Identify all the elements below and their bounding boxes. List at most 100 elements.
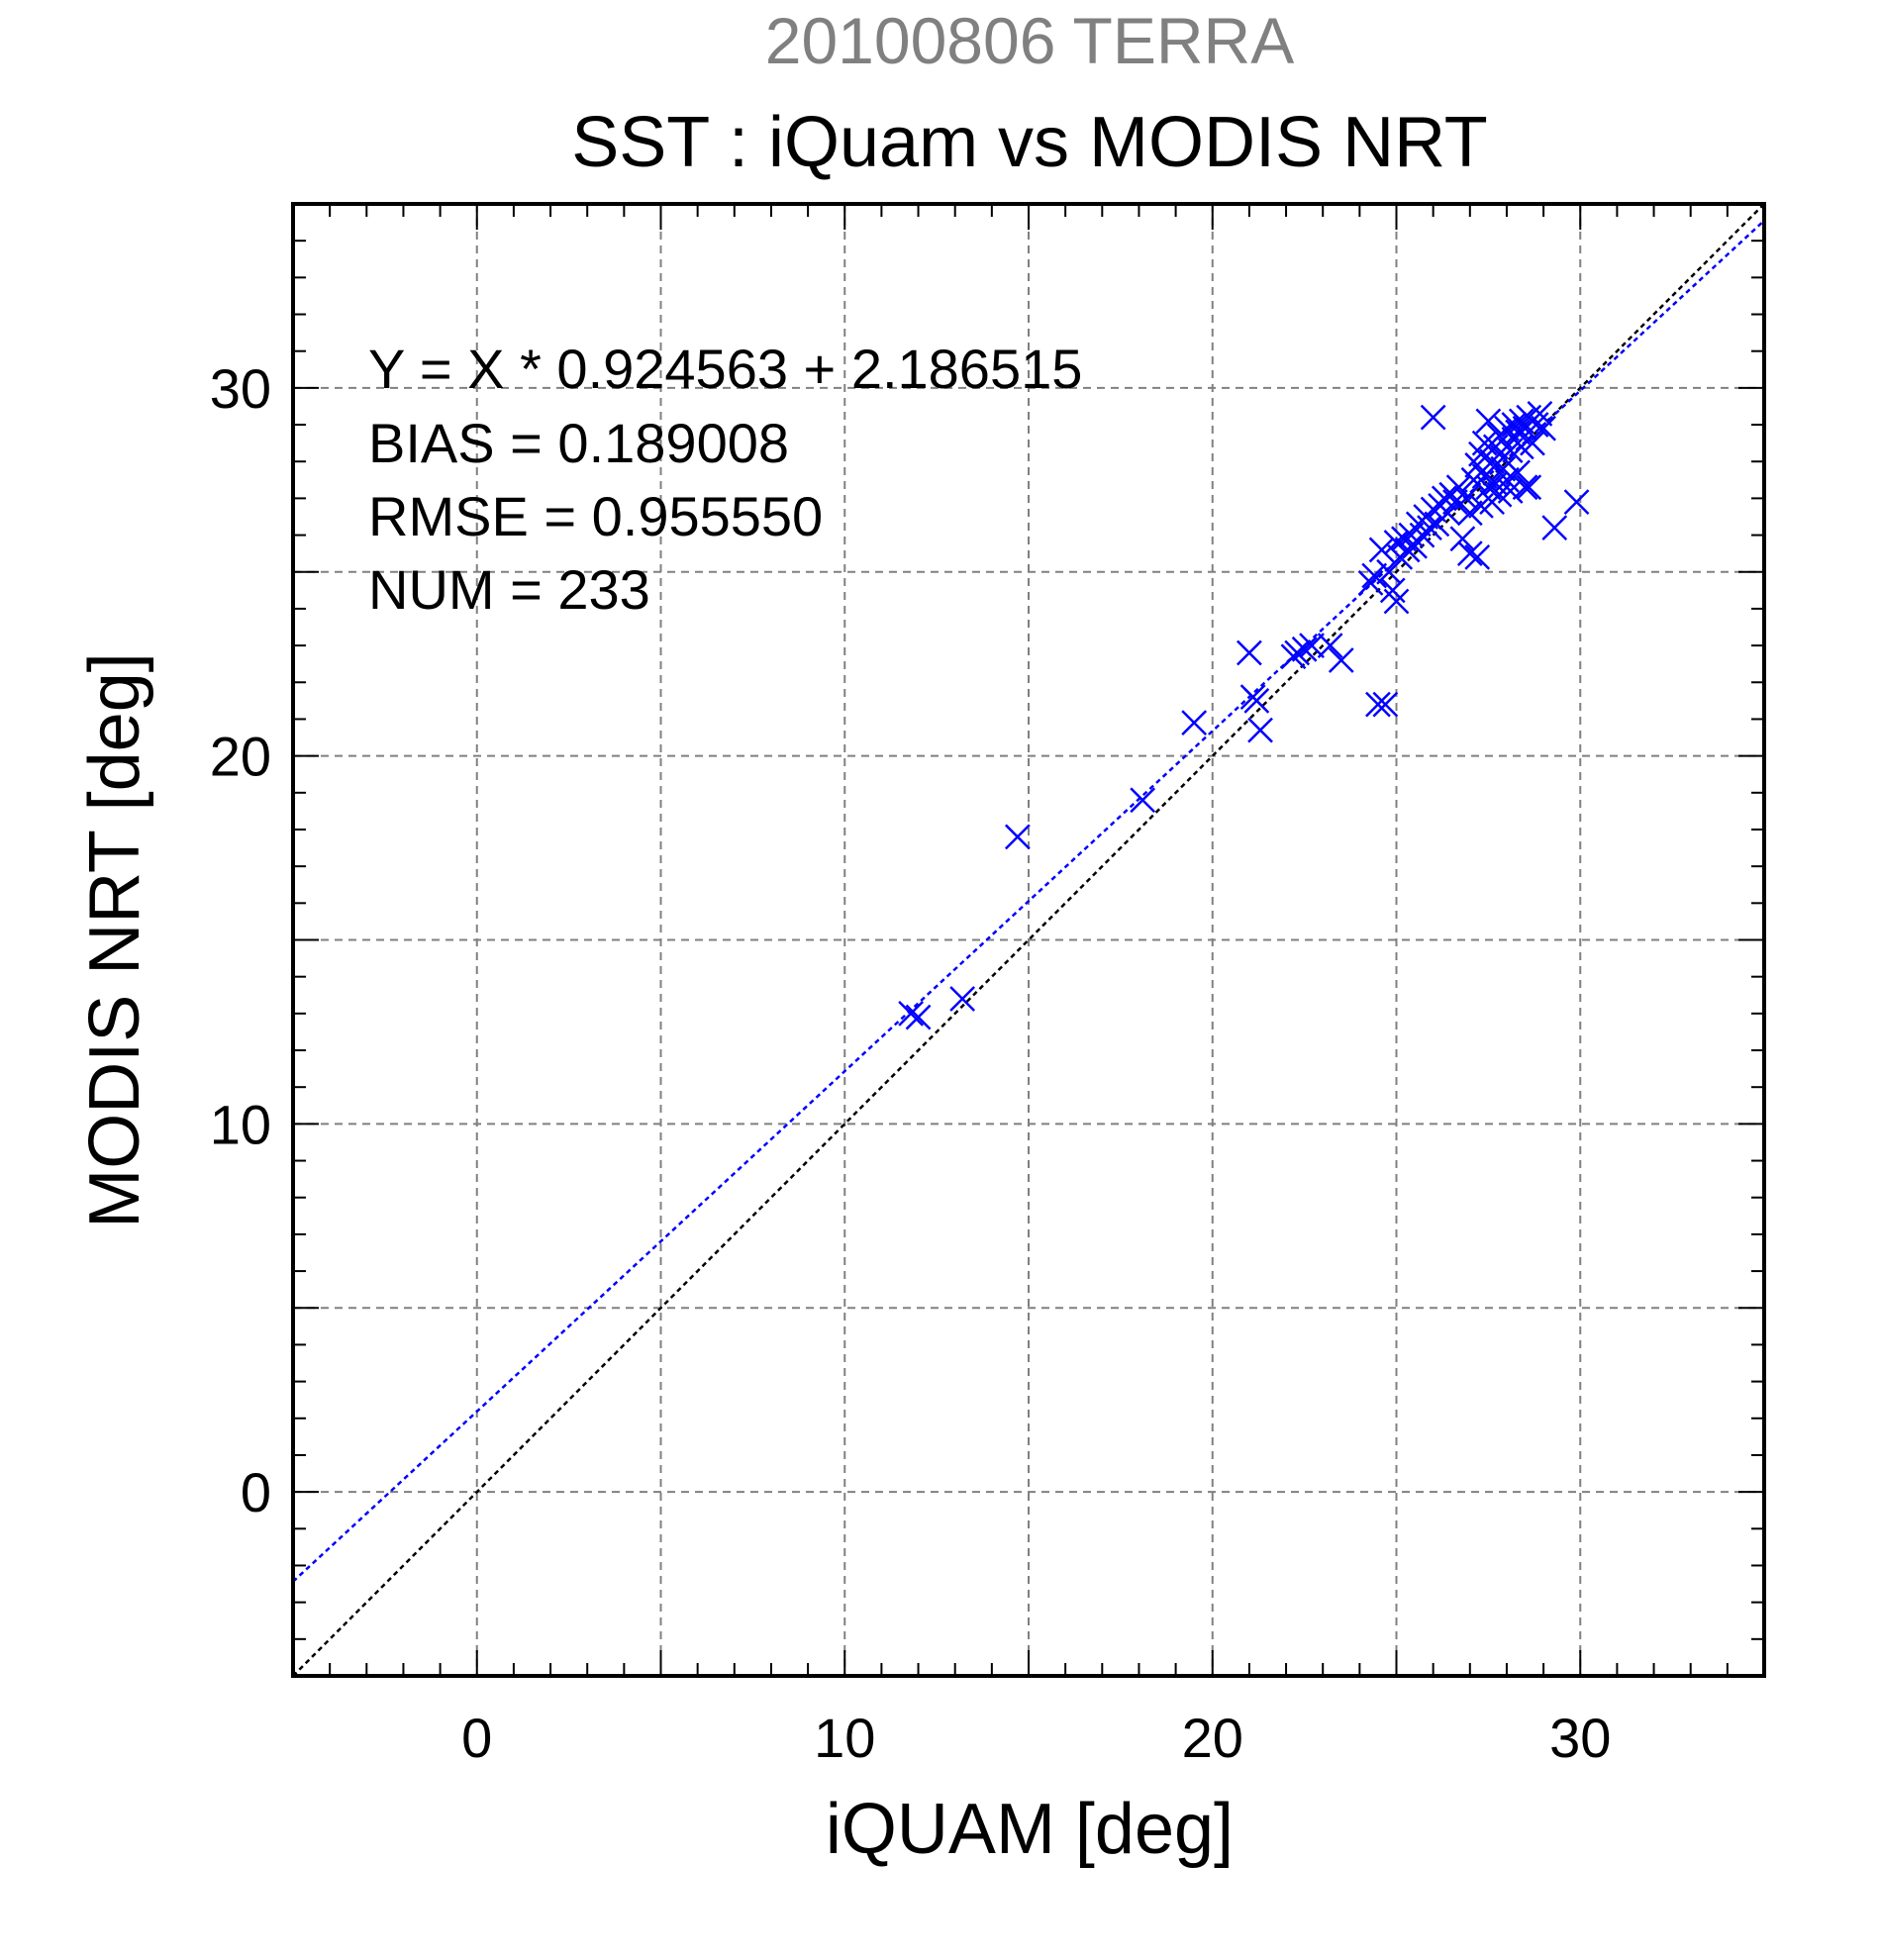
data-point-stroke bbox=[1456, 500, 1483, 527]
grid-lines bbox=[293, 204, 1764, 1676]
data-point-stroke bbox=[1372, 691, 1399, 718]
data-point bbox=[1563, 489, 1590, 516]
data-point-stroke bbox=[1475, 474, 1502, 501]
sample-count: NUM = 233 bbox=[368, 558, 650, 621]
data-point-stroke bbox=[1501, 412, 1528, 438]
x-tick-label: 0 bbox=[461, 1707, 492, 1769]
data-point-stroke bbox=[1494, 415, 1520, 441]
data-point-stroke bbox=[949, 986, 976, 1012]
data-point-stroke bbox=[1247, 717, 1273, 743]
data-point-stroke bbox=[1464, 543, 1491, 570]
data-point bbox=[1383, 588, 1410, 615]
data-point-stroke bbox=[1490, 455, 1517, 482]
data-point-stroke bbox=[1383, 588, 1410, 615]
data-point-stroke bbox=[1291, 636, 1318, 662]
data-point bbox=[1475, 408, 1502, 435]
data-point bbox=[905, 1004, 932, 1030]
data-point-stroke bbox=[1379, 577, 1406, 604]
stats-annotation: Y = X * 0.924563 + 2.186515 BIAS = 0.189… bbox=[368, 338, 1082, 621]
data-point bbox=[1299, 633, 1325, 658]
data-points bbox=[898, 401, 1590, 1030]
x-axis-label: iQUAM [deg] bbox=[826, 1790, 1234, 1869]
data-point bbox=[1372, 691, 1399, 718]
data-point-stroke bbox=[1284, 639, 1311, 666]
data-point-stroke bbox=[1449, 526, 1476, 552]
data-point bbox=[1475, 474, 1502, 501]
data-point bbox=[1449, 526, 1476, 552]
data-point bbox=[1181, 710, 1208, 736]
data-point-stroke bbox=[1508, 408, 1534, 435]
data-point-stroke bbox=[1004, 824, 1031, 850]
data-point bbox=[1508, 408, 1534, 435]
data-point bbox=[898, 1000, 925, 1027]
data-point-stroke bbox=[1475, 408, 1502, 435]
regression-equation: Y = X * 0.924563 + 2.186515 bbox=[368, 338, 1082, 400]
data-point-stroke bbox=[1398, 522, 1425, 548]
data-point bbox=[1527, 401, 1553, 427]
x-tick-label: 30 bbox=[1549, 1707, 1611, 1769]
reference-lines bbox=[292, 203, 1765, 1677]
data-point bbox=[1420, 404, 1446, 431]
data-point-stroke bbox=[1527, 401, 1553, 427]
data-point-stroke bbox=[1505, 459, 1531, 486]
data-point-stroke bbox=[1471, 430, 1498, 456]
rmse-value: RMSE = 0.955550 bbox=[368, 485, 823, 547]
data-point bbox=[1291, 636, 1318, 662]
data-point-stroke bbox=[898, 1000, 925, 1027]
y-tick-labels: 0 10 20 30 bbox=[210, 357, 271, 1523]
data-point bbox=[1453, 485, 1479, 512]
data-point bbox=[1004, 824, 1031, 850]
data-point-stroke bbox=[1130, 787, 1156, 814]
data-point-stroke bbox=[905, 1004, 932, 1030]
data-point bbox=[1541, 515, 1568, 541]
data-point-stroke bbox=[1361, 562, 1388, 589]
data-point-stroke bbox=[1417, 515, 1442, 541]
data-point bbox=[1237, 639, 1262, 666]
data-point bbox=[1368, 537, 1395, 563]
data-point-stroke bbox=[1531, 415, 1556, 441]
regression-line bbox=[292, 219, 1765, 1583]
data-point-stroke bbox=[1541, 515, 1568, 541]
data-point-stroke bbox=[1431, 485, 1457, 512]
data-point bbox=[1512, 474, 1538, 501]
data-point-stroke bbox=[1357, 570, 1384, 596]
data-point-stroke bbox=[1453, 485, 1479, 512]
data-point-stroke bbox=[1516, 474, 1542, 501]
data-point-stroke bbox=[1497, 478, 1524, 504]
data-point-stroke bbox=[1299, 633, 1325, 658]
chart-title: SST : iQuam vs MODIS NRT bbox=[571, 103, 1488, 182]
bias-value: BIAS = 0.189008 bbox=[368, 412, 789, 474]
data-point-stroke bbox=[1368, 537, 1395, 563]
data-point bbox=[1464, 543, 1491, 570]
y-tick-label: 10 bbox=[210, 1093, 271, 1155]
data-point-stroke bbox=[1328, 647, 1354, 673]
y-tick-label: 20 bbox=[210, 726, 271, 788]
data-point-stroke bbox=[1181, 710, 1208, 736]
data-point-stroke bbox=[1243, 687, 1270, 714]
data-point-stroke bbox=[1445, 474, 1472, 501]
y-axis-label: MODIS NRT [deg] bbox=[75, 652, 154, 1228]
data-point bbox=[1365, 691, 1391, 718]
data-point bbox=[1317, 633, 1343, 658]
data-point bbox=[1531, 415, 1556, 441]
data-point-stroke bbox=[1520, 430, 1545, 456]
data-point bbox=[1284, 639, 1311, 666]
data-point-stroke bbox=[1402, 533, 1428, 559]
plot-area bbox=[291, 202, 1766, 1678]
plot-frame bbox=[291, 202, 1766, 1678]
data-point-stroke bbox=[1563, 489, 1590, 516]
data-point bbox=[1456, 540, 1483, 567]
data-point bbox=[1445, 474, 1472, 501]
x-tick-label: 20 bbox=[1182, 1707, 1243, 1769]
data-point bbox=[1505, 459, 1531, 486]
data-point bbox=[1243, 687, 1270, 714]
data-point-stroke bbox=[1365, 691, 1391, 718]
x-tick-label: 10 bbox=[814, 1707, 875, 1769]
data-point-stroke bbox=[1317, 633, 1343, 658]
data-point bbox=[1357, 570, 1384, 596]
data-point-stroke bbox=[1420, 404, 1446, 431]
chart-subtitle: 20100806 TERRA bbox=[765, 4, 1294, 77]
data-point bbox=[1247, 717, 1273, 743]
data-point-stroke bbox=[1512, 474, 1538, 501]
